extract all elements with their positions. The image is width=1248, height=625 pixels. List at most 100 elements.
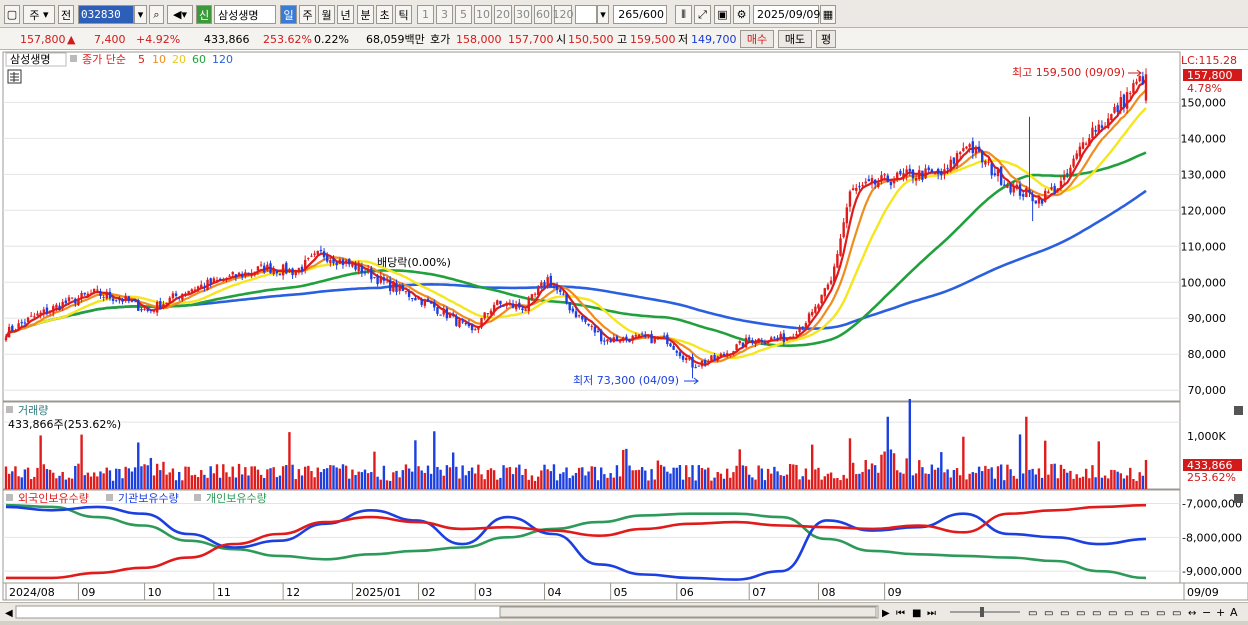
gear-icon[interactable]: ⚙	[733, 5, 750, 24]
minute-30-button[interactable]: 30	[514, 5, 532, 24]
stock-code-input[interactable]: 032830	[78, 5, 134, 24]
volume-bar	[203, 474, 206, 489]
sell-button[interactable]: 매도	[778, 30, 812, 48]
candle-body	[839, 238, 842, 256]
minute-5-button[interactable]: 5	[455, 5, 472, 24]
minute-20-button[interactable]: 20	[494, 5, 512, 24]
save-icon[interactable]: ▣	[714, 5, 731, 24]
volume-bar	[218, 477, 222, 489]
volume-bar	[826, 473, 830, 489]
volume-bar	[596, 480, 600, 489]
period-second-tab[interactable]: 초	[376, 5, 393, 24]
candle-body	[401, 285, 404, 291]
candle-body	[1138, 75, 1141, 82]
view-5-icon[interactable]: ▭	[1092, 608, 1101, 619]
zoom-slider-handle[interactable]	[980, 607, 984, 617]
candle-body	[143, 308, 146, 310]
chart-svg[interactable]: 70,000 80,000 90,000 100,000 110,000 120,000 1…	[0, 50, 1248, 603]
candle-body	[329, 259, 332, 264]
holdings-close-icon[interactable]	[1234, 494, 1243, 503]
stop-icon[interactable]: ■	[912, 608, 921, 619]
candle-body	[149, 309, 153, 311]
volume-bar	[433, 431, 436, 489]
minute-60-button[interactable]: 60	[534, 5, 552, 24]
candle-body	[1100, 125, 1104, 128]
last-icon[interactable]: ⏭	[927, 608, 936, 619]
view-3-icon[interactable]: ▭	[1060, 608, 1069, 619]
volume-bar	[108, 470, 112, 489]
code-dropdown-icon[interactable]: ▾	[134, 5, 147, 24]
turnover-rate: 0.22%	[314, 32, 349, 46]
interval-input[interactable]	[575, 5, 597, 24]
draw-tool-icon[interactable]: ⤢	[694, 5, 711, 24]
volume-bar	[896, 470, 899, 489]
period-month-tab[interactable]: 월	[318, 5, 335, 24]
candle-body	[174, 293, 178, 296]
window-menu-icon[interactable]: ▢	[4, 5, 20, 24]
zoom-out-icon[interactable]: −	[1202, 606, 1211, 619]
view-10-icon[interactable]: ▭	[1172, 608, 1181, 619]
period-tick-tab[interactable]: 틱	[395, 5, 412, 24]
candle-type-icon[interactable]: ⫴	[675, 5, 692, 24]
speaker-icon[interactable]: ◀▾	[167, 5, 193, 24]
minute-1-button[interactable]: 1	[417, 5, 434, 24]
candle-body	[798, 327, 801, 333]
minute-3-button[interactable]: 3	[436, 5, 453, 24]
volume-bar	[571, 475, 575, 489]
scope-toggle[interactable]: 전	[58, 5, 74, 24]
candle-body	[200, 284, 203, 289]
buy-button[interactable]: 매수	[740, 30, 774, 48]
calendar-icon[interactable]: ▦	[820, 5, 836, 24]
candle-body	[527, 298, 530, 311]
stock-name-field[interactable]: 삼성생명	[214, 5, 276, 24]
zoom-in-icon[interactable]: +	[1216, 606, 1225, 619]
period-week-tab[interactable]: 주	[299, 5, 316, 24]
candle-body	[310, 255, 313, 257]
chart-scrollbar[interactable]: ◀ ▶ ⏮ ■ ⏭ ▭ ▭ ▭ ▭ ▭ ▭ ▭ ▭ ▭ ▭ ↔ − + A	[0, 602, 1248, 621]
legend-individual-box-icon	[194, 494, 201, 501]
scroll-left-icon[interactable]: ◀	[5, 608, 13, 619]
first-icon[interactable]: ⏮	[896, 608, 905, 619]
candle-body	[442, 308, 445, 315]
move-icon[interactable]: ↔	[1188, 608, 1196, 619]
volume-bar	[574, 472, 578, 489]
interval-dropdown-icon[interactable]: ▾	[597, 5, 609, 24]
eval-button[interactable]: 평	[816, 30, 836, 48]
volume-bar	[744, 466, 748, 489]
volume-bar	[565, 467, 568, 489]
candle-body	[640, 333, 644, 335]
scroll-thumb[interactable]	[499, 606, 877, 618]
view-8-icon[interactable]: ▭	[1140, 608, 1149, 619]
volume-bar	[388, 480, 392, 489]
candle-body	[981, 150, 984, 163]
view-2-icon[interactable]: ▭	[1044, 608, 1053, 619]
auto-icon[interactable]: A	[1230, 606, 1238, 619]
candles	[4, 68, 1148, 379]
candle-body	[864, 181, 867, 184]
candle-body	[965, 146, 968, 149]
view-1-icon[interactable]: ▭	[1028, 608, 1037, 619]
price-title-box	[5, 52, 67, 67]
candle-body	[376, 275, 379, 285]
search-icon[interactable]: ⌕	[149, 5, 164, 24]
price-tick-label: 130,000	[1181, 168, 1227, 181]
minute-10-button[interactable]: 10	[474, 5, 492, 24]
candle-body	[11, 325, 14, 332]
volume-bar	[55, 478, 58, 489]
scroll-right-icon[interactable]: ▶	[882, 608, 890, 619]
volume-close-icon[interactable]	[1234, 406, 1243, 415]
view-4-icon[interactable]: ▭	[1076, 608, 1085, 619]
view-9-icon[interactable]: ▭	[1156, 608, 1165, 619]
date-field[interactable]: 2025/09/09	[753, 5, 820, 24]
minute-120-button[interactable]: 120	[553, 5, 574, 24]
view-6-icon[interactable]: ▭	[1108, 608, 1117, 619]
view-7-icon[interactable]: ▭	[1124, 608, 1133, 619]
period-year-tab[interactable]: 년	[337, 5, 354, 24]
period-minute-tab[interactable]: 분	[357, 5, 374, 24]
volume-bar	[7, 473, 11, 489]
period-day-tab[interactable]: 일	[280, 5, 297, 24]
market-select[interactable]: 주 ▾	[23, 5, 55, 24]
count-field[interactable]: 265/600	[613, 5, 667, 24]
candle-body	[385, 279, 389, 281]
volume-bar	[681, 479, 685, 489]
